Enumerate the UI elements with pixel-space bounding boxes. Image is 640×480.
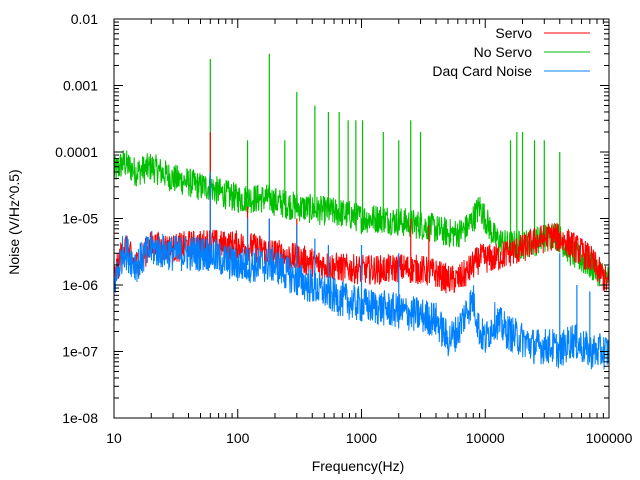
y-tick-label: 1e-08 <box>62 410 98 426</box>
x-tick-label: 1000 <box>346 430 377 446</box>
y-tick-label: 0.0001 <box>55 144 98 160</box>
series-line-no-servo <box>114 150 609 291</box>
x-tick-label: 10000 <box>466 430 505 446</box>
y-tick-label: 0.01 <box>71 11 98 27</box>
y-tick-label: 1e-07 <box>62 344 98 360</box>
tick-layer: 10 100 1000 10000 100000 1e-08 1e-07 1e-06 1e-05… <box>55 11 632 446</box>
legend-label-servo: Servo <box>495 25 532 41</box>
x-tick-label: 10 <box>106 430 122 446</box>
legend: Servo No Servo Daq Card Noise <box>432 25 590 79</box>
x-tick-label: 100 <box>226 430 250 446</box>
series-layer <box>114 53 609 370</box>
x-axis-title: Frequency(Hz) <box>312 458 405 474</box>
y-tick-label: 0.001 <box>63 78 98 94</box>
y-tick-label: 1e-05 <box>62 211 98 227</box>
x-tick-label: 100000 <box>586 430 633 446</box>
y-tick-label: 1e-06 <box>62 277 98 293</box>
series-no-servo <box>114 53 609 291</box>
series-daq-card-noise <box>114 172 609 370</box>
series-line-daq-card-noise <box>114 230 609 370</box>
legend-label-no-servo: No Servo <box>474 44 533 60</box>
y-axis-title: Noise (V/Hz^0.5) <box>6 169 22 274</box>
legend-label-daq-card-noise: Daq Card Noise <box>432 63 532 79</box>
